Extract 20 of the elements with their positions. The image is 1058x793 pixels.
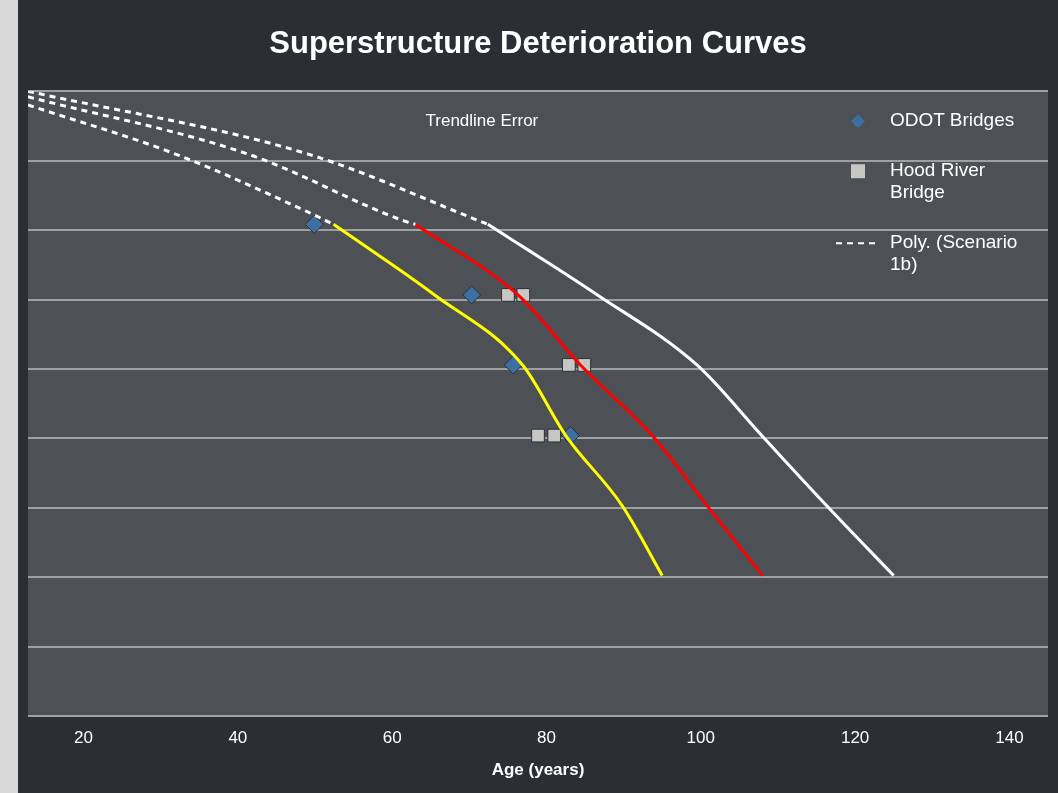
x-tick-label: 20 — [74, 728, 94, 748]
legend-label: Hood River Bridge — [890, 159, 986, 203]
x-axis-title: Age (years) — [491, 760, 585, 780]
x-tick-label: 140 — [995, 728, 1024, 748]
x-tick-label: 120 — [840, 728, 870, 748]
x-tick-label: 60 — [382, 728, 402, 748]
x-tick-label: 100 — [686, 728, 715, 748]
legend-label: Poly. (Scenario 1b) — [890, 231, 1018, 275]
chart-title: Superstructure Deterioration Curves — [269, 25, 807, 61]
point — [462, 285, 482, 305]
legend-label: ODOT Bridges — [890, 109, 1015, 131]
point — [531, 428, 545, 443]
x-tick-label: 40 — [228, 728, 248, 748]
point — [304, 214, 324, 234]
x-tick-label: 80 — [537, 728, 556, 748]
point — [562, 358, 576, 372]
annotation: Trendline Error — [425, 110, 539, 130]
point — [503, 355, 523, 375]
point — [501, 288, 515, 302]
point — [547, 428, 562, 443]
